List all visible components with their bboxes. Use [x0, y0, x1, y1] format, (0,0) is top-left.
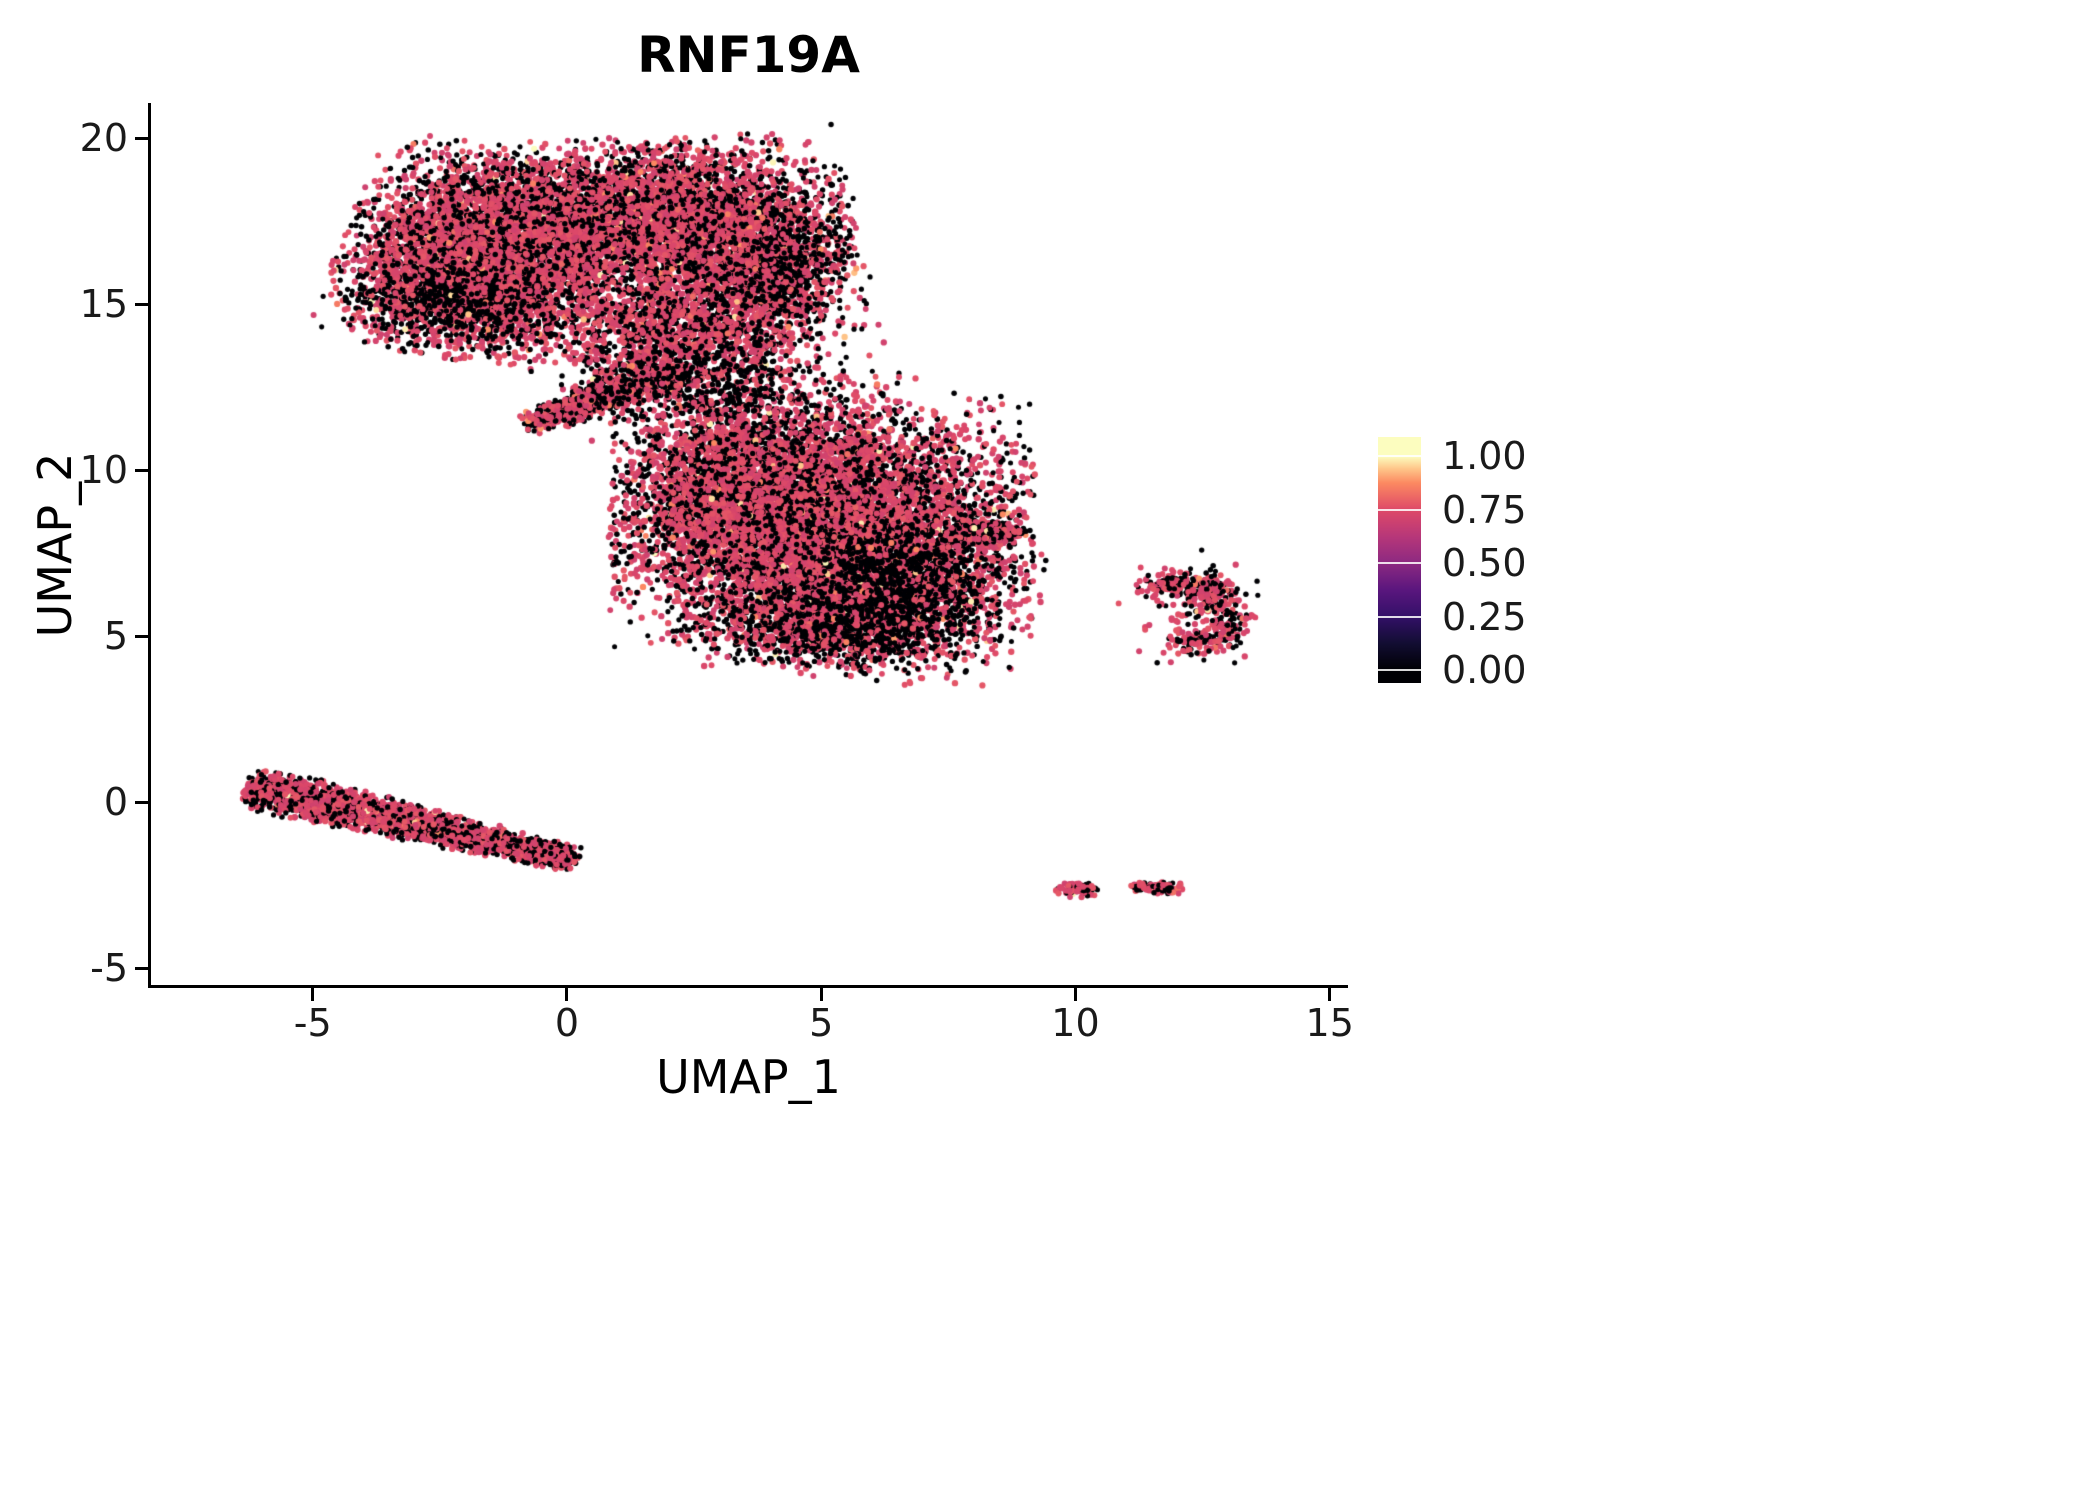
x-tick-label: 10: [1051, 1001, 1100, 1045]
legend-tick-mark: [1378, 669, 1421, 672]
y-tick-label: 10: [79, 448, 128, 493]
legend-tick-label: 0.25: [1442, 594, 1527, 639]
x-tick-mark: [565, 988, 569, 1001]
y-tick-mark: [135, 302, 148, 306]
y-tick-label: 5: [103, 614, 128, 659]
y-tick-label: -5: [90, 946, 128, 991]
x-tick-label: 15: [1305, 1001, 1354, 1045]
y-tick-mark: [135, 800, 148, 804]
legend-tick-mark: [1378, 562, 1421, 565]
y-axis-title: UMAP_2: [28, 452, 82, 638]
x-tick-label: -5: [293, 1001, 332, 1045]
legend-tick-label: 0.50: [1442, 541, 1527, 586]
x-tick-mark: [311, 988, 315, 1001]
y-tick-mark: [135, 966, 148, 970]
legend-tick-label: 1.00: [1442, 434, 1527, 479]
y-tick-label: 0: [103, 780, 128, 825]
y-tick-mark: [135, 634, 148, 638]
legend-tick-mark: [1378, 455, 1421, 458]
x-axis-title: UMAP_1: [656, 1050, 841, 1104]
y-axis-line: [148, 103, 151, 988]
y-tick-label: 15: [79, 282, 128, 327]
x-tick-mark: [1328, 988, 1332, 1001]
x-tick-label: 5: [809, 1001, 834, 1045]
y-tick-mark: [135, 468, 148, 472]
legend-tick-mark: [1378, 615, 1421, 618]
y-tick-label: 20: [79, 116, 128, 161]
x-tick-label: 0: [554, 1001, 580, 1045]
x-tick-mark: [819, 988, 823, 1001]
x-axis-line: [148, 985, 1348, 988]
x-tick-mark: [1073, 988, 1077, 1001]
plot-title: RNF19A: [637, 26, 860, 84]
legend-colorbar: [1378, 437, 1421, 683]
y-tick-mark: [135, 136, 148, 140]
legend-tick-label: 0.00: [1442, 648, 1527, 693]
legend-tick-label: 0.75: [1442, 487, 1527, 532]
legend-tick-mark: [1378, 508, 1421, 511]
